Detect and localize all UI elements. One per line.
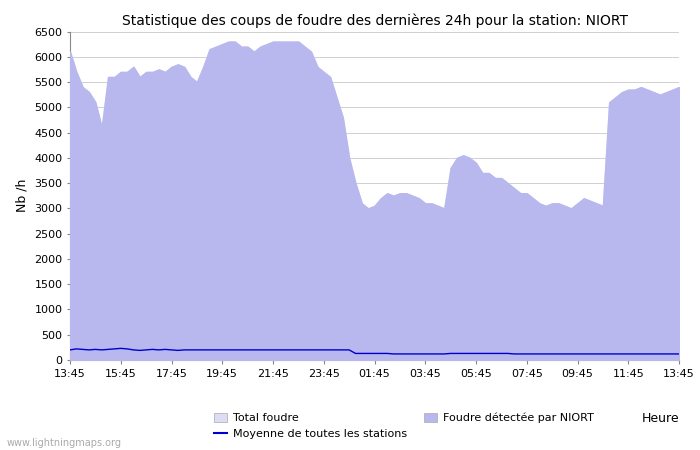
Text: Heure: Heure [641, 412, 679, 425]
Y-axis label: Nb /h: Nb /h [15, 179, 29, 212]
Title: Statistique des coups de foudre des dernières 24h pour la station: NIORT: Statistique des coups de foudre des dern… [122, 13, 627, 27]
Legend: Total foudre, Moyenne de toutes les stations, Foudre détectée par NIORT: Total foudre, Moyenne de toutes les stat… [209, 408, 598, 444]
Text: www.lightningmaps.org: www.lightningmaps.org [7, 438, 122, 448]
